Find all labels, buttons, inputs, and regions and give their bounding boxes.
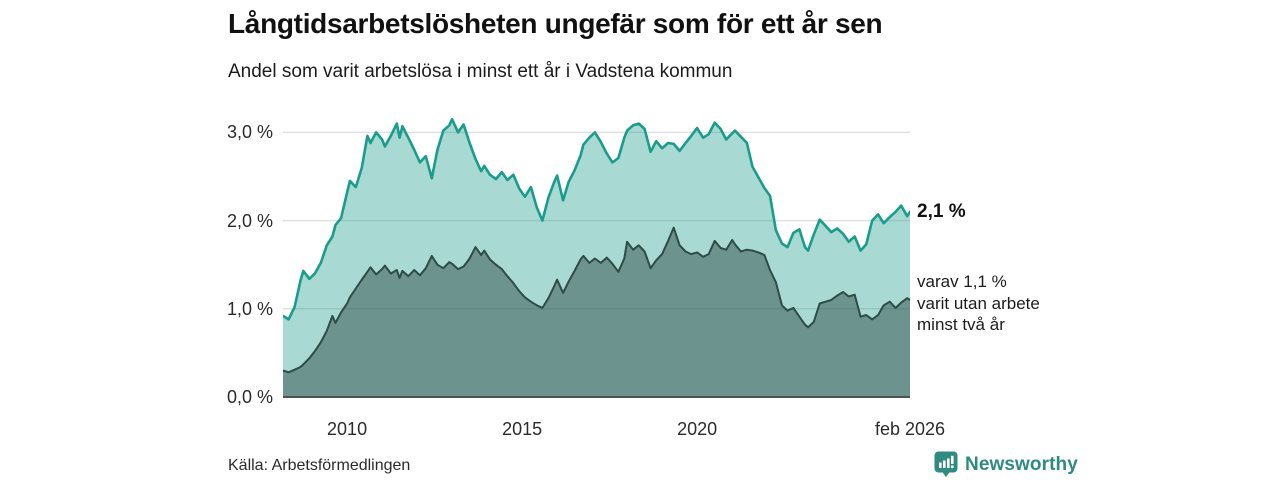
two-year-annotation-line: varit utan arbete	[917, 293, 1040, 313]
y-tick-label: 3,0 %	[226, 122, 273, 143]
two-year-annotation: varav 1,1 % varit utan arbete minst två …	[917, 271, 1040, 336]
newsworthy-icon	[934, 451, 958, 478]
two-year-annotation-line: varav 1,1 %	[917, 272, 1007, 291]
series-total-area	[283, 119, 910, 397]
brand-name: Newsworthy	[965, 453, 1078, 475]
latest-value-label: 2,1 %	[917, 201, 966, 222]
x-tick-label: 2015	[502, 419, 543, 439]
page-title: Långtidsarbetslösheten ungefär som för e…	[228, 8, 883, 39]
series-two-year-line	[283, 226, 910, 374]
y-tick-label: 1,0 %	[226, 298, 273, 319]
chart-subtitle: Andel som varit arbetslösa i minst ett å…	[228, 61, 733, 82]
source-credit: Källa: Arbetsförmedlingen	[228, 457, 411, 474]
two-year-annotation-line: minst två år	[917, 315, 1005, 334]
x-tick-label: 2010	[327, 419, 368, 439]
series-total-line	[283, 117, 910, 321]
x-tick-label: feb 2026	[874, 419, 946, 439]
y-tick-label: 2,0 %	[226, 210, 273, 231]
brand-logo: Newsworthy	[934, 451, 1078, 478]
x-tick-label: 2020	[677, 419, 718, 439]
series-two-year-area	[283, 227, 910, 397]
area-chart	[283, 117, 910, 398]
y-tick-label: 0,0 %	[226, 387, 273, 407]
